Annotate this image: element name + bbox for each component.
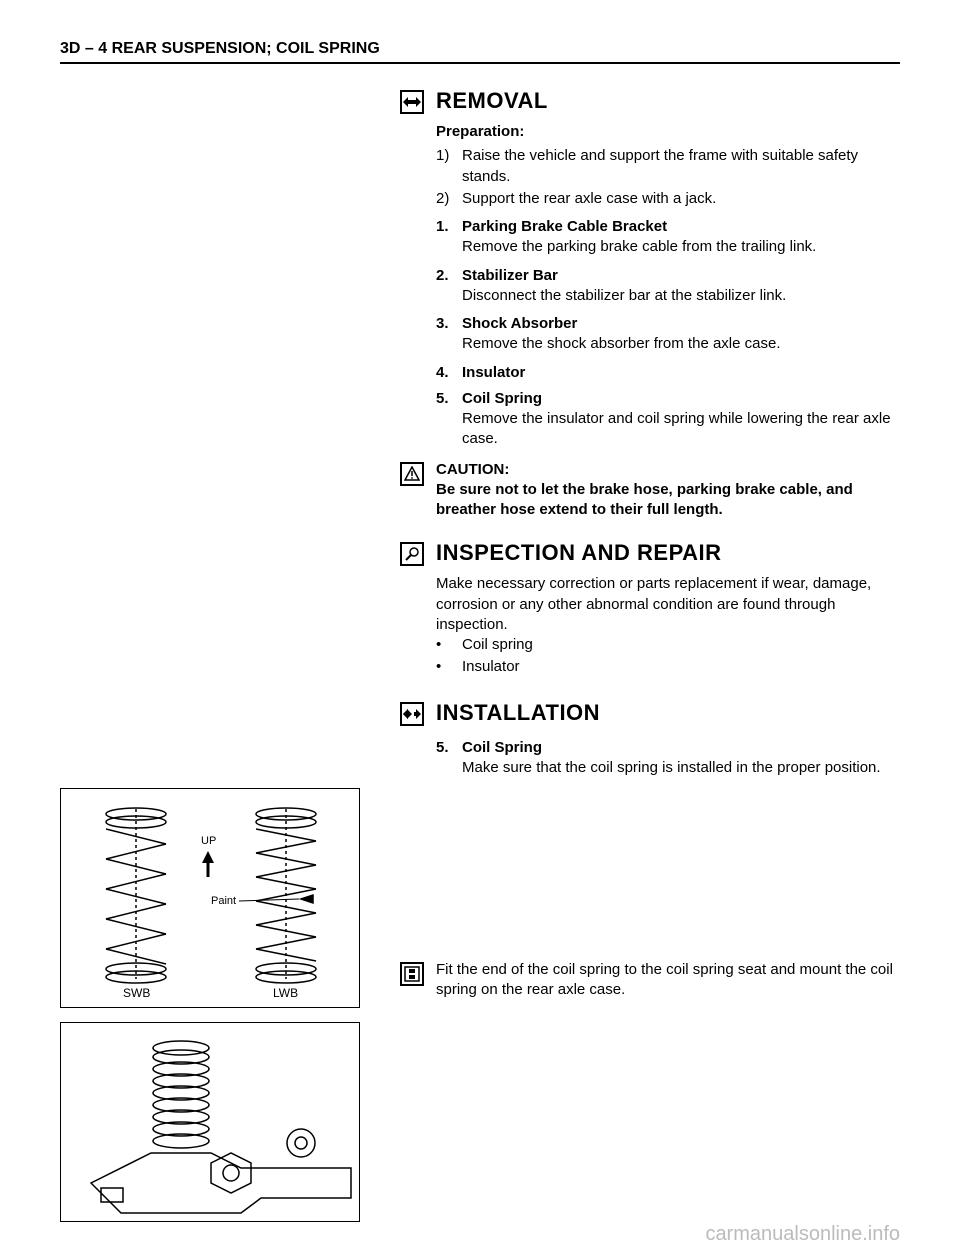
inspection-bullet-2: •Insulator [436, 657, 900, 677]
removal-item-4: 4. Insulator [436, 363, 900, 383]
installation-title: INSTALLATION [436, 700, 600, 726]
figure-coil-springs: UP Paint SWB LWB [60, 788, 360, 1008]
fit-text: Fit the end of the coil spring to the co… [436, 960, 900, 1001]
installation-icon [400, 702, 424, 726]
fig1-up-label: UP [201, 835, 216, 847]
inspection-icon [400, 542, 424, 566]
installation-item-5: 5. Coil SpringMake sure that the coil sp… [436, 738, 900, 779]
caution-icon [400, 462, 424, 486]
fit-icon [400, 962, 424, 986]
caution-text: Be sure not to let the brake hose, parki… [436, 481, 853, 518]
left-column: UP Paint SWB LWB [60, 88, 400, 1236]
page-header: 3D – 4 REAR SUSPENSION; COIL SPRING [60, 40, 900, 64]
removal-item-2: 2. Stabilizer BarDisconnect the stabiliz… [436, 266, 900, 307]
inspection-body: Make necessary correction or parts repla… [436, 574, 900, 635]
fig1-swb: SWB [123, 986, 150, 1000]
preparation-label: Preparation: [436, 122, 900, 142]
removal-item-3: 3. Shock AbsorberRemove the shock absorb… [436, 314, 900, 355]
removal-icon [400, 90, 424, 114]
figure-spring-mount [60, 1022, 360, 1222]
inspection-bullet-1: •Coil spring [436, 635, 900, 655]
fig1-paint-label: Paint [211, 895, 236, 907]
caution-label: CAUTION: [436, 461, 509, 478]
removal-item-1: 1. Parking Brake Cable BracketRemove the… [436, 217, 900, 258]
watermark: carmanualsonline.info [705, 1223, 900, 1246]
fig1-lwb: LWB [273, 986, 298, 1000]
right-column: REMOVAL Preparation: 1) Raise the vehicl… [400, 88, 900, 1236]
removal-item-5: 5. Coil SpringRemove the insulator and c… [436, 389, 900, 450]
prep-step-2: 2) Support the rear axle case with a jac… [436, 189, 900, 209]
prep-step-1: 1) Raise the vehicle and support the fra… [436, 146, 900, 187]
removal-title: REMOVAL [436, 88, 548, 114]
inspection-title: INSPECTION AND REPAIR [436, 540, 722, 566]
